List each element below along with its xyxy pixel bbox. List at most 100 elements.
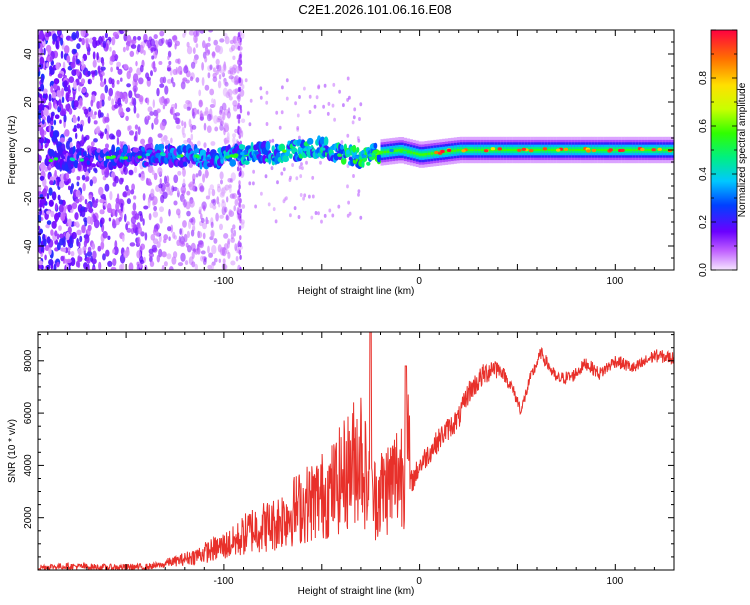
heatmap-cell [205,156,210,160]
heatmap-cell [119,177,124,185]
heatmap-cell [127,189,131,196]
heatmap-cell [98,186,104,196]
heatmap-cell [176,188,180,194]
heatmap-cell [239,53,242,59]
heatmap-cell [230,260,236,266]
heatmap-cell [91,242,96,250]
heatmap-cell [480,148,484,152]
heatmap-cell [149,260,155,267]
heatmap-cell [180,252,186,262]
heatmap-cell [164,98,168,107]
heatmap-cell [167,152,173,156]
heatmap-cell [168,208,171,217]
heatmap-cell [186,210,191,217]
heatmap-cell [91,176,97,184]
heatmap-cell [189,76,194,82]
heatmap-cell [98,261,102,270]
heatmap-cell [180,185,187,194]
heatmap-cell [221,200,227,209]
heatmap-cell [54,230,58,237]
heatmap-cell [159,83,165,88]
heatmap-cell [218,109,223,115]
heatmap-cell [109,55,115,62]
heatmap-cell [181,120,184,127]
heatmap-cell [222,87,228,97]
heatmap-cell [57,73,63,79]
heatmap-cell [527,148,531,152]
heatmap-cell [298,165,302,170]
heatmap-cell [38,154,42,163]
heatmap-cell [302,148,308,152]
heatmap-cell [46,220,52,225]
heatmap-cell [159,216,163,224]
heatmap-cell [314,211,318,215]
spectrogram-tick-label-x: 100 [607,276,624,287]
heatmap-cell [68,137,73,143]
heatmap-cell [68,96,74,102]
heatmap-cell [185,100,191,105]
heatmap-cell [129,242,136,247]
heatmap-cell [270,166,274,171]
heatmap-cell [116,79,120,85]
heatmap-cell [230,172,236,181]
heatmap-cell [490,147,496,151]
heatmap-cell [114,240,118,250]
heatmap-cell [176,239,181,246]
heatmap-cell [217,80,222,89]
heatmap-cell [196,109,200,115]
heatmap-cell [249,98,253,103]
heatmap-cell [632,148,637,152]
heatmap-cell [608,148,613,152]
spectrogram-tick-label-y: -20 [23,191,34,206]
heatmap-cell [109,156,114,160]
heatmap-cell [211,51,216,59]
heatmap-cell [58,199,64,205]
heatmap-cell [239,108,243,114]
heatmap-cell [41,97,47,104]
heatmap-cell [361,160,365,168]
heatmap-cell [156,241,161,249]
heatmap-cell [556,148,561,152]
heatmap-cell [116,136,120,146]
heatmap-cell [68,242,74,249]
heatmap-cell [144,232,148,241]
heatmap-cell [48,259,54,266]
heatmap-cell [233,153,239,157]
heatmap-cell [169,266,173,270]
heatmap-cell [137,236,141,246]
heatmap-cell [137,226,142,235]
heatmap-cell [161,153,166,157]
heatmap-cell [225,155,230,159]
heatmap-cell [213,115,219,124]
heatmap-cell [239,171,242,176]
heatmap-cell [373,142,378,149]
heatmap-cell [63,80,68,87]
heatmap-cell [87,79,91,85]
heatmap-cell [107,95,111,101]
heatmap-cell [41,210,45,216]
heatmap-cell [148,213,152,221]
heatmap-cell [155,223,160,230]
heatmap-cell [38,137,45,144]
heatmap-cell [356,147,360,153]
heatmap-cell [147,199,151,209]
heatmap-cell [54,103,58,110]
heatmap-cell [216,196,220,205]
heatmap-cell [167,226,172,232]
heatmap-cell [232,55,236,60]
heatmap-cell [92,51,96,60]
heatmap-cell [211,189,216,197]
heatmap-cell [89,206,93,214]
heatmap-cell [76,43,81,50]
heatmap-cell [68,108,73,115]
heatmap-cell [366,161,371,166]
heatmap-cell [453,149,457,152]
heatmap-cell [60,50,64,59]
heatmap-cell [71,31,77,41]
heatmap-cell [90,141,95,147]
heatmap-cell [77,255,81,264]
heatmap-cell [241,144,246,149]
heatmap-cell [308,194,311,199]
heatmap-cell [180,81,186,90]
heatmap-cell [218,46,224,55]
